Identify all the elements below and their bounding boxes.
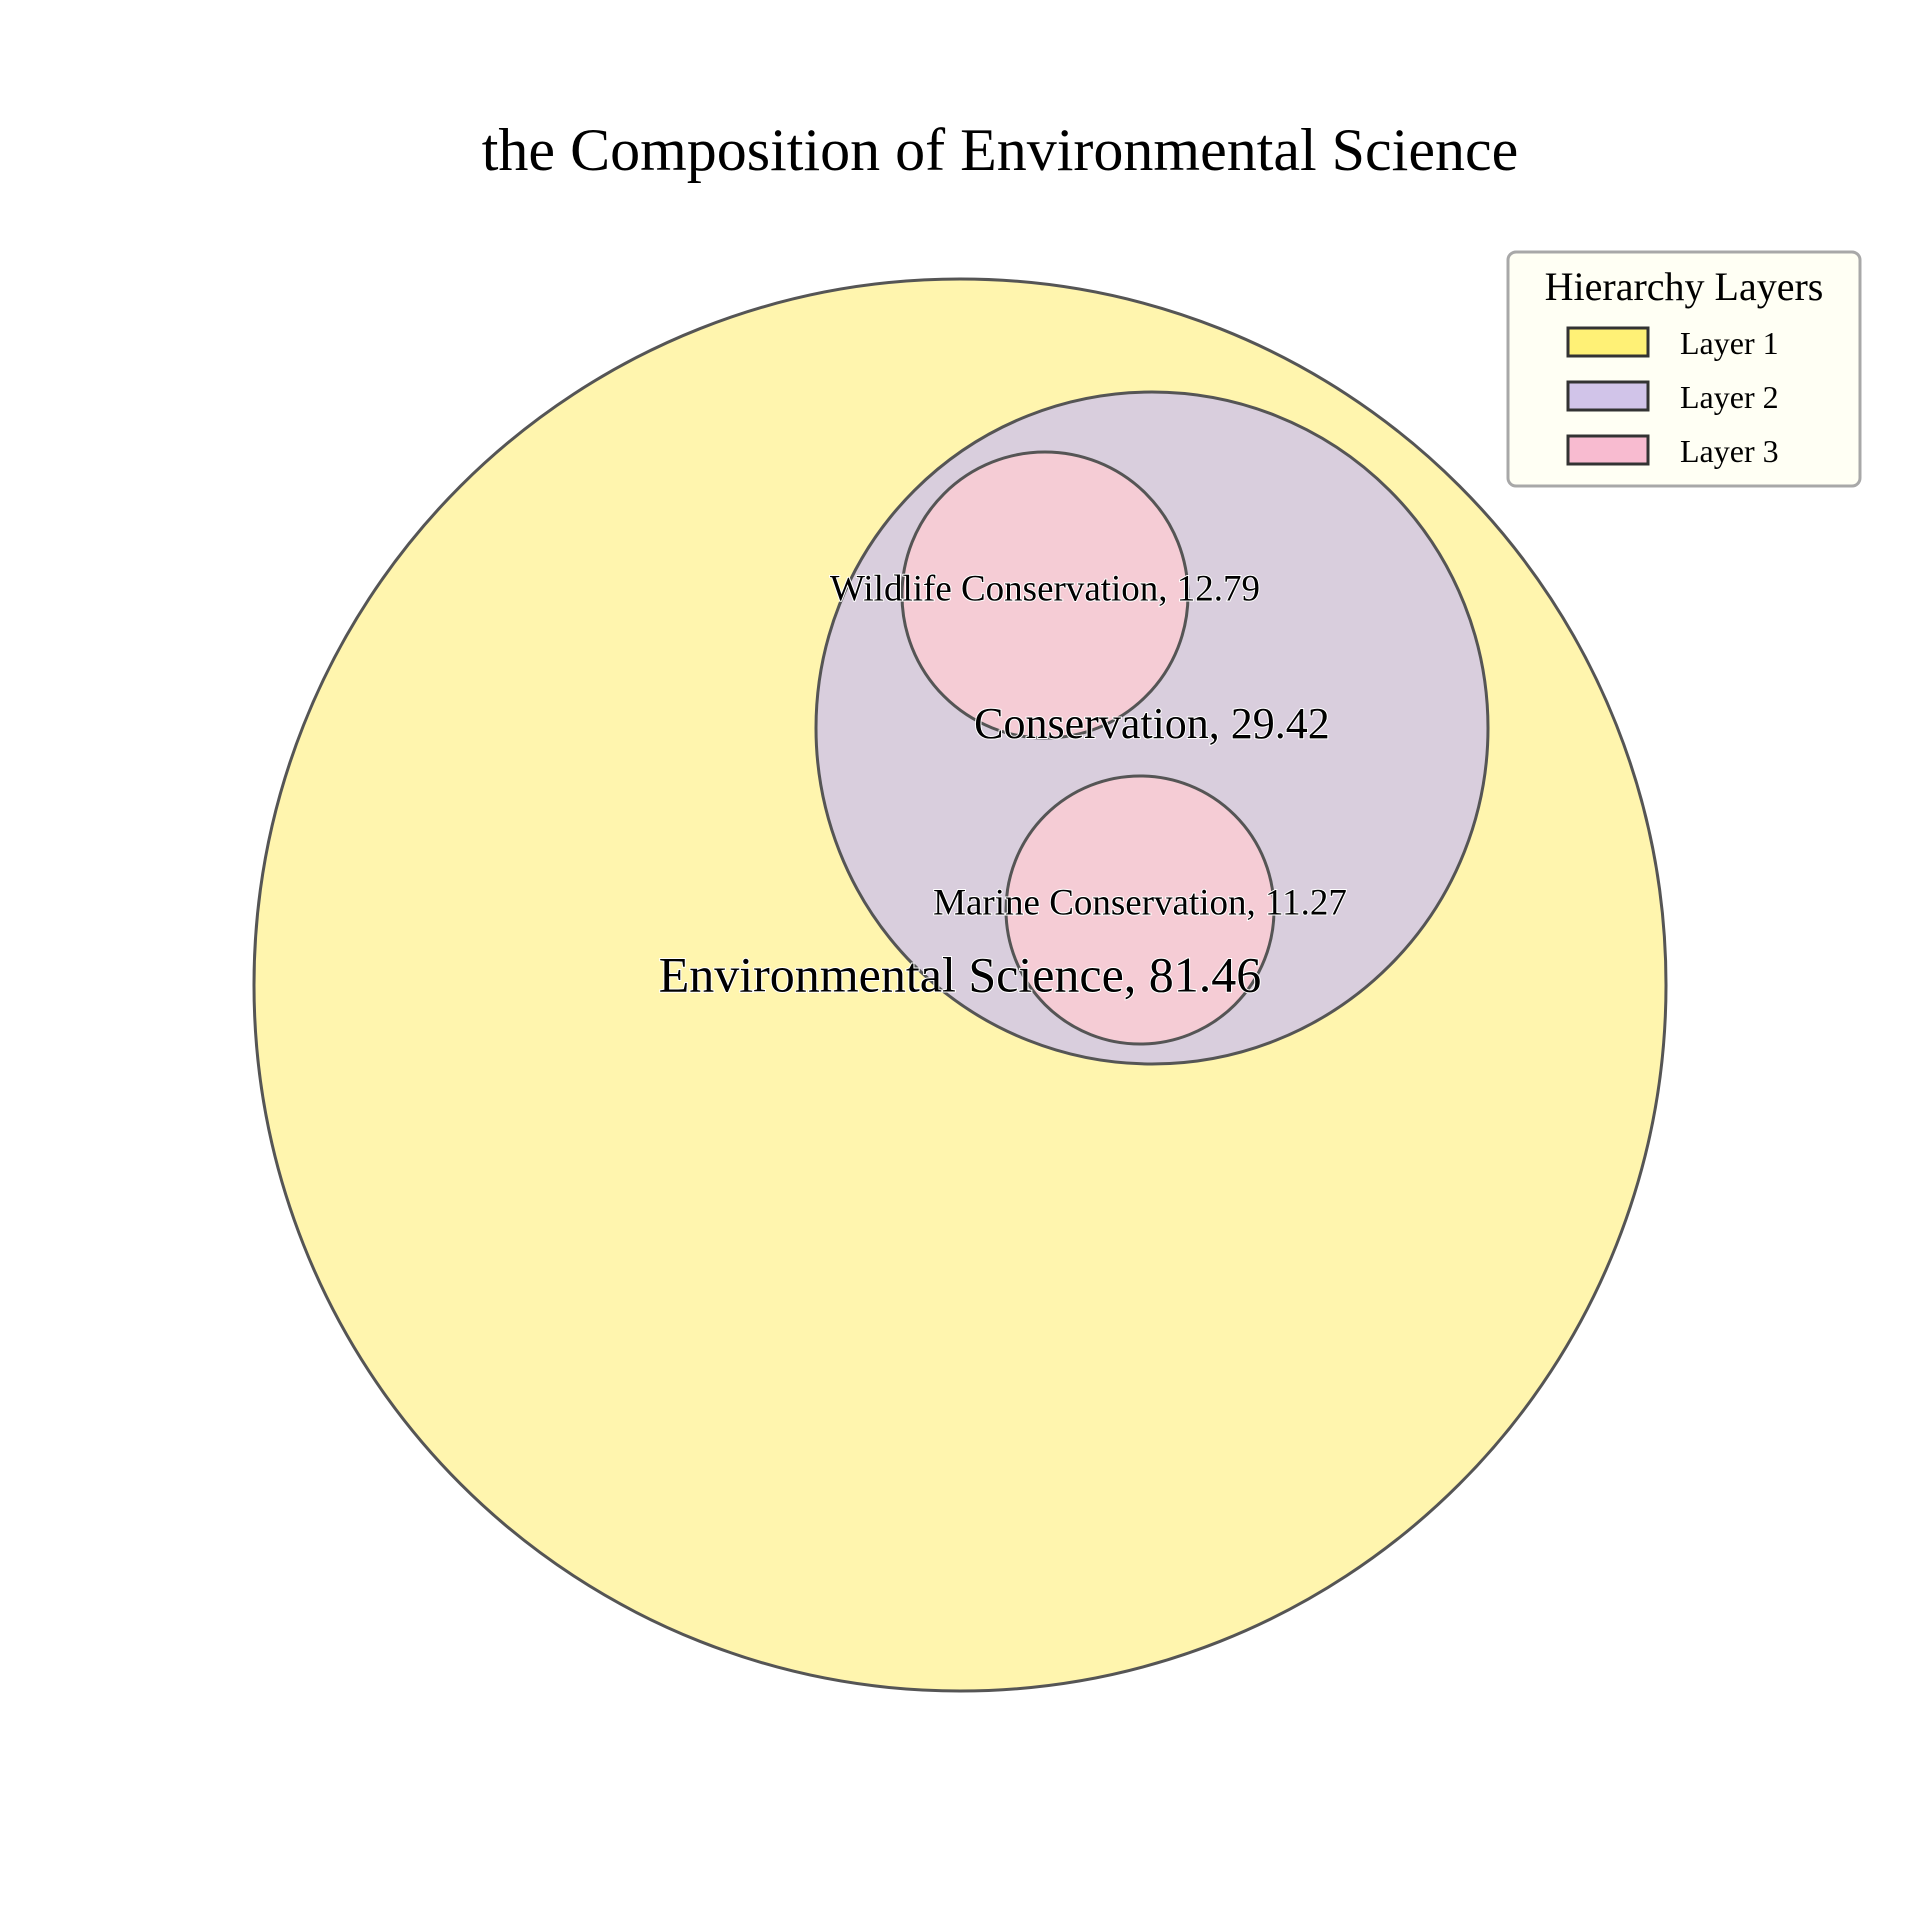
legend-frame <box>1506 250 1862 488</box>
legend-swatch-layer-2 <box>1566 380 1650 412</box>
legend: Hierarchy Layers Layer 1 Layer 2 Layer 3 <box>1506 250 1862 488</box>
circles-layer <box>252 277 1668 1693</box>
label-wildlife-conservation: Wildlife Conservation, 12.79 <box>830 568 1260 609</box>
circle-marine-conservation <box>1004 774 1276 1046</box>
label-environmental-science: Environmental Science, 81.46 <box>659 946 1262 1002</box>
legend-swatch-layer-1 <box>1566 326 1650 358</box>
legend-title: Hierarchy Layers <box>1545 264 1824 309</box>
legend-swatch-layer-3 <box>1566 434 1650 466</box>
chart-title: the Composition of Environmental Science <box>482 117 1518 183</box>
labels-layer: Wildlife Conservation, 12.79 Conservatio… <box>658 567 1348 1003</box>
legend-label-layer-2: Layer 2 <box>1680 379 1779 415</box>
circle-wildlife-conservation <box>900 450 1190 740</box>
legend-label-layer-1: Layer 1 <box>1680 325 1779 361</box>
label-conservation: Conservation, 29.42 <box>974 699 1330 748</box>
legend-label-layer-3: Layer 3 <box>1680 433 1779 469</box>
label-marine-conservation: Marine Conservation, 11.27 <box>933 882 1347 923</box>
